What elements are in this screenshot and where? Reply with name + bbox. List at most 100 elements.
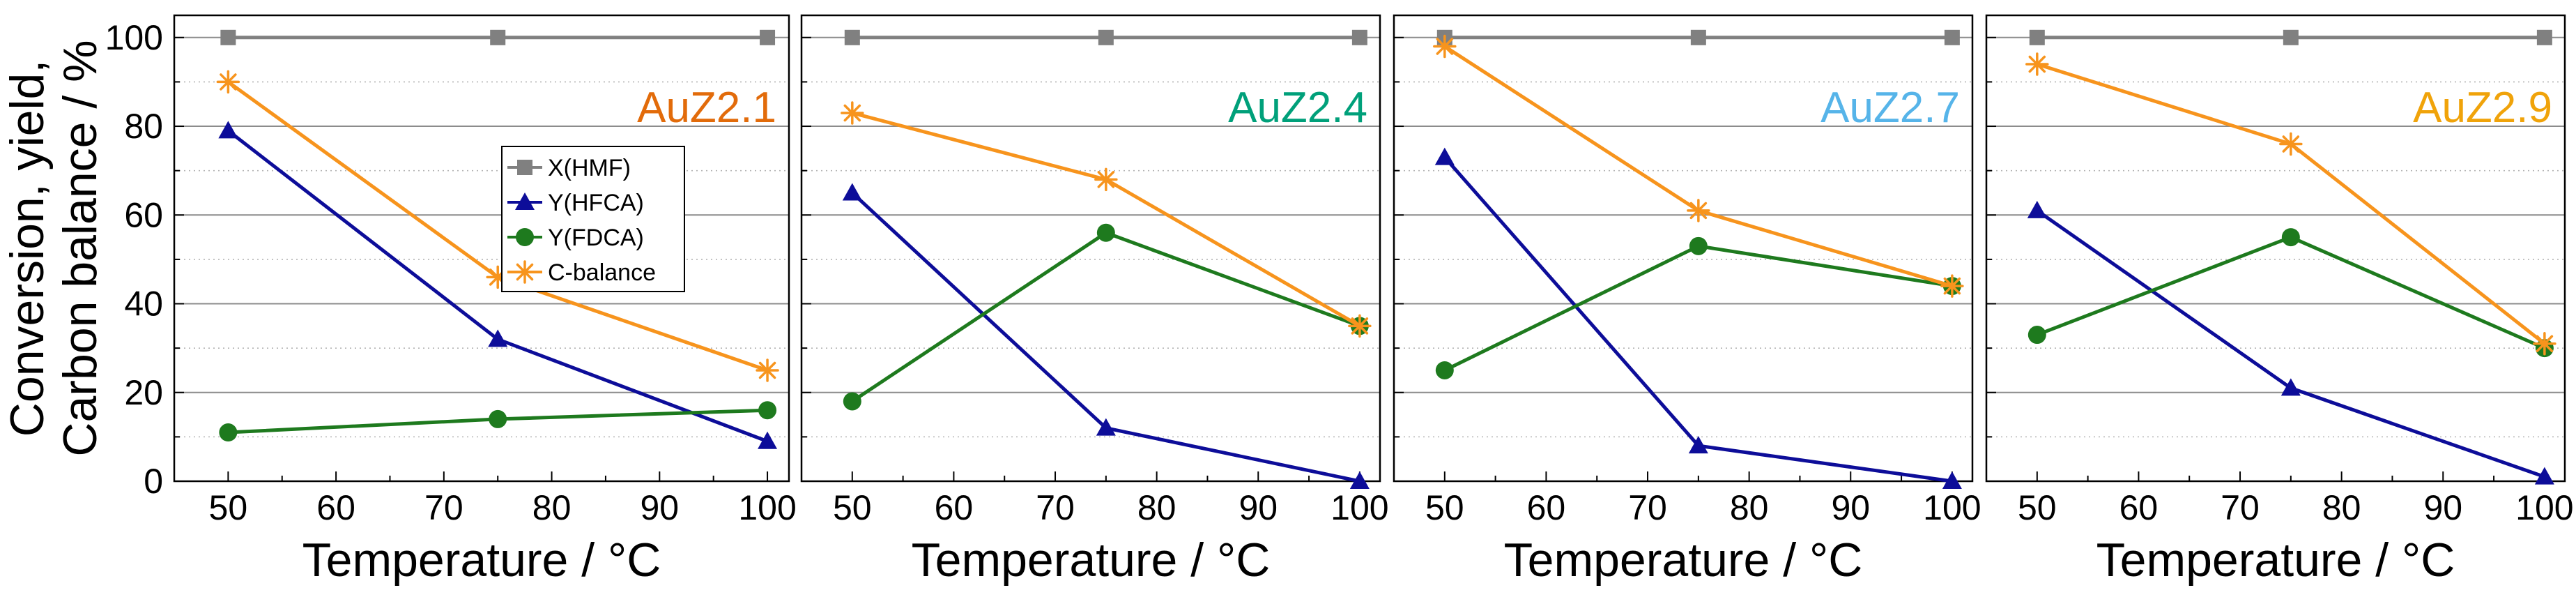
data-point: [490, 29, 506, 45]
y-axis-title-line-1: Conversion, yield,: [1, 60, 54, 437]
legend-item-y-fdca: Y(FDCA): [507, 225, 644, 251]
x-tick-label: 80: [1137, 488, 1176, 527]
data-point: [219, 423, 238, 442]
series-c-balance: [2025, 52, 2556, 356]
data-point: [1942, 471, 1962, 489]
series-y-hfca: [2027, 200, 2554, 485]
legend-label: X(HMF): [548, 155, 631, 181]
x-axis-title: Temperature / °C: [302, 534, 661, 587]
x-tick-label: 100: [1331, 488, 1388, 527]
series-y-hfca: [1434, 147, 1962, 489]
data-point: [220, 29, 236, 45]
panel-title: AuZ2.9: [2413, 84, 2552, 132]
x-tick-label: 60: [1527, 488, 1566, 527]
data-point: [2027, 200, 2047, 218]
x-tick-label: 80: [532, 488, 572, 527]
data-point: [1944, 29, 1960, 45]
data-point: [2279, 132, 2303, 156]
data-point: [2025, 52, 2049, 76]
data-point: [1098, 29, 1114, 45]
panel-title: AuZ2.7: [1820, 84, 1960, 132]
legend-marker: [513, 260, 537, 284]
y-axis-title-line-2: Carbon balance / %: [54, 40, 107, 456]
x-tick-label: 90: [2423, 488, 2462, 527]
data-point: [488, 329, 508, 347]
x-tick-label: 50: [1425, 488, 1464, 527]
data-point: [2280, 378, 2301, 396]
legend-marker: [516, 228, 534, 246]
x-axis-title: Temperature / °C: [912, 534, 1271, 587]
data-point: [1433, 34, 1457, 59]
x-tick-label: 60: [935, 488, 974, 527]
plot-frame: [1985, 14, 2566, 483]
legend-item-y-hfca: Y(HFCA): [507, 190, 644, 216]
series-x-hmf: [844, 29, 1367, 45]
data-point: [758, 431, 778, 449]
x-tick-label: 70: [2221, 488, 2260, 527]
legend-marker: [517, 160, 532, 175]
data-point: [2281, 228, 2300, 247]
data-point: [1434, 147, 1455, 165]
x-tick-label: 80: [1730, 488, 1769, 527]
x-tick-label: 50: [833, 488, 872, 527]
data-point: [2533, 332, 2556, 356]
data-point: [2029, 29, 2045, 45]
panel-title: AuZ2.1: [637, 84, 776, 132]
series-c-balance: [841, 101, 1372, 338]
x-tick-label: 90: [1831, 488, 1870, 527]
data-point: [756, 358, 779, 382]
data-point: [489, 409, 507, 428]
x-axis-title: Temperature / °C: [2096, 534, 2455, 587]
data-point: [2534, 467, 2554, 485]
data-point: [1096, 223, 1115, 242]
y-tick-label: 40: [124, 285, 163, 324]
series-y-fdca: [2027, 228, 2554, 358]
x-tick-label: 70: [424, 488, 463, 527]
x-tick-label: 100: [1923, 488, 1981, 527]
series-line: [851, 231, 1360, 403]
data-point: [758, 401, 777, 420]
data-point: [1687, 199, 1710, 222]
data-point: [1435, 361, 1454, 379]
x-tick-label: 60: [2119, 488, 2159, 527]
data-point: [1690, 29, 1706, 45]
series-y-hfca: [842, 183, 1370, 489]
data-point: [216, 70, 240, 94]
series-line: [2036, 235, 2545, 350]
y-tick-label: 0: [144, 462, 163, 501]
panel-title: AuZ2.4: [1228, 84, 1367, 132]
legend: X(HMF) Y(HFCA) Y(FDCA) C-balance: [501, 146, 685, 292]
data-point: [2027, 326, 2046, 345]
series-c-balance: [1433, 34, 1964, 298]
series-x-hmf: [1436, 29, 1960, 45]
y-tick-label: 60: [124, 195, 163, 234]
series-y-fdca: [1435, 236, 1961, 379]
x-tick-label: 90: [641, 488, 680, 527]
data-point: [1688, 436, 1708, 454]
data-point: [1348, 314, 1372, 338]
x-tick-label: 70: [1036, 488, 1075, 527]
plot-frame: [173, 14, 790, 483]
x-tick-label: 90: [1239, 488, 1278, 527]
series-x-hmf: [220, 29, 776, 45]
series-y-fdca: [843, 223, 1369, 411]
x-tick-label: 50: [2018, 488, 2057, 527]
data-point: [1349, 471, 1370, 489]
y-tick-label: 80: [124, 107, 163, 146]
x-tick-label: 50: [209, 488, 248, 527]
panel-auz2-4: 50 60 70 80 90 100 Temperature / °C AuZ2.4: [800, 14, 1389, 587]
x-tick-label: 60: [316, 488, 355, 527]
plot-frame: [800, 14, 1381, 483]
data-point: [1689, 236, 1708, 255]
series-x-hmf: [2029, 29, 2552, 45]
data-point: [1940, 274, 1964, 298]
data-point: [841, 101, 864, 125]
legend-item-c-balance: C-balance: [507, 259, 656, 286]
legend-label: Y(HFCA): [548, 190, 644, 216]
data-point: [1351, 29, 1367, 45]
y-tick-label: 20: [124, 373, 163, 412]
data-point: [2536, 29, 2552, 45]
x-tick-label: 100: [738, 488, 796, 527]
series-y-fdca: [219, 401, 777, 442]
